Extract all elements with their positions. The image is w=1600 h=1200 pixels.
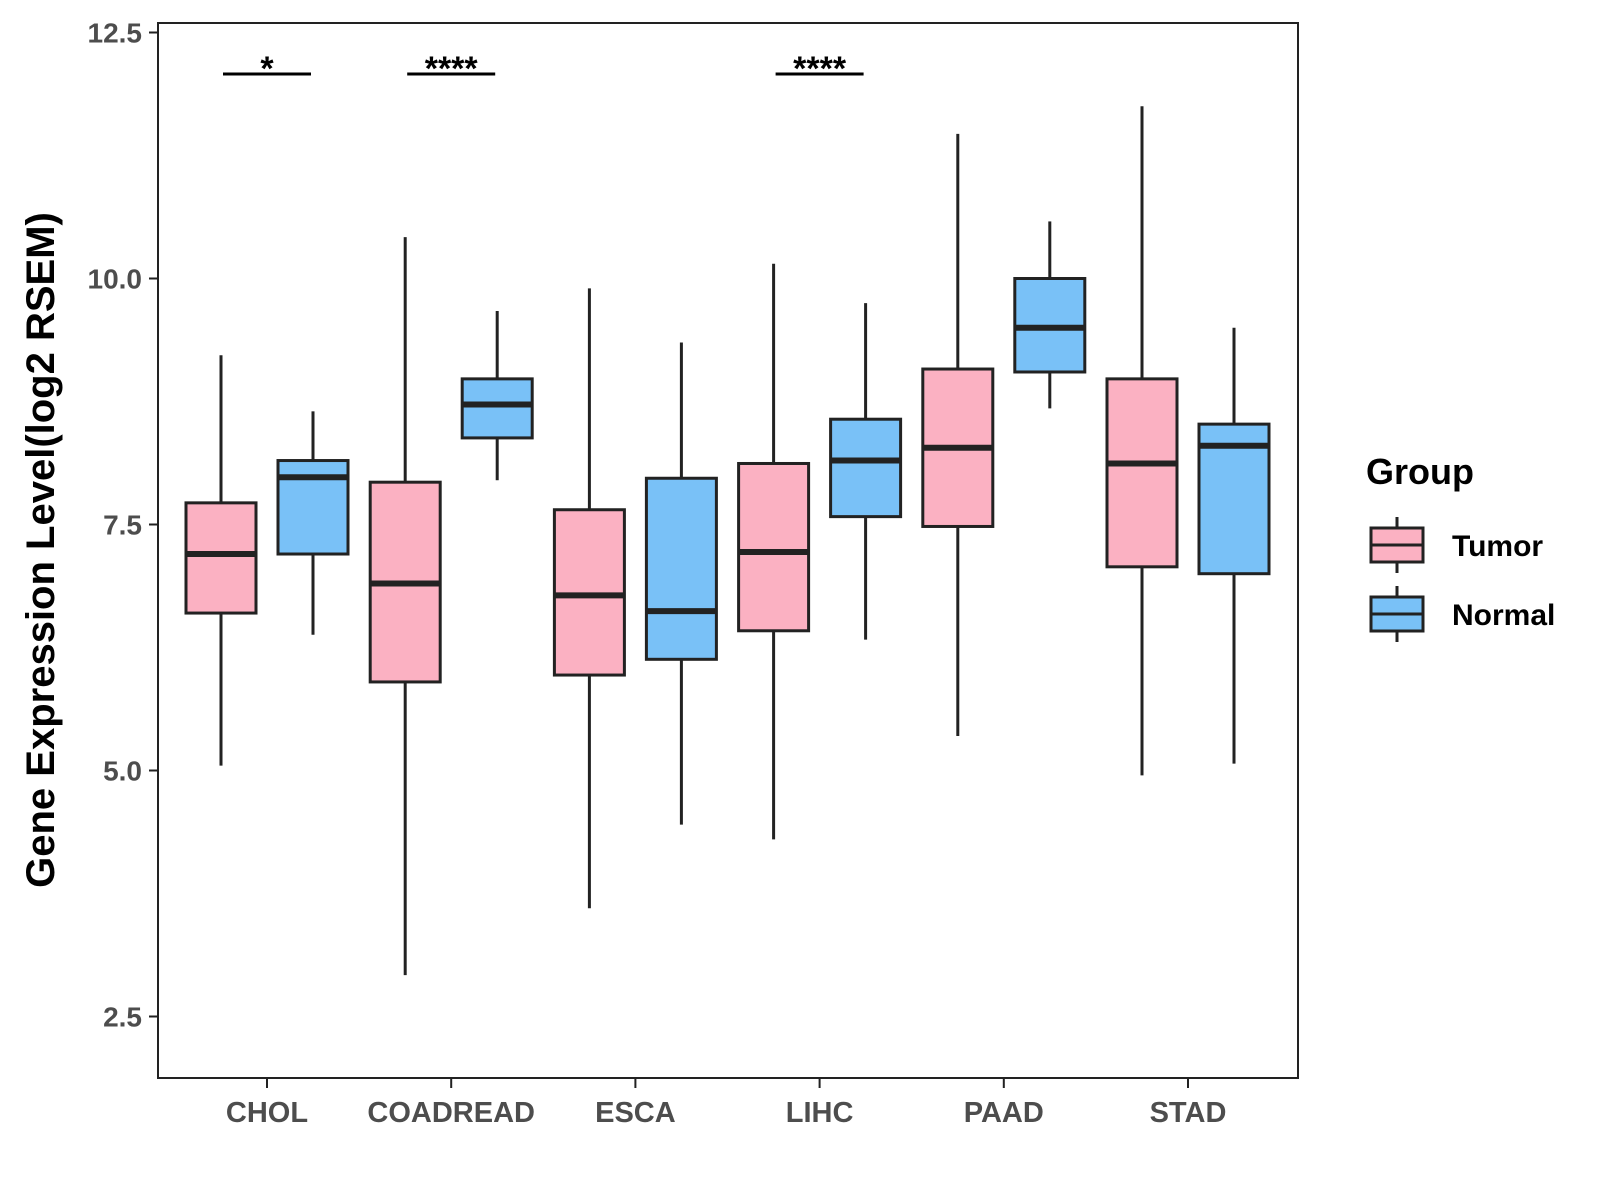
box-normal-paad	[1013, 221, 1087, 409]
x-tick-label: PAAD	[964, 1097, 1044, 1129]
box-normal-chol	[276, 411, 350, 635]
y-tick-label: 10.0	[88, 264, 143, 295]
box-iqr	[1197, 422, 1271, 576]
legend-item-normal: Normal	[1369, 586, 1555, 642]
x-tick-label: STAD	[1150, 1097, 1227, 1129]
box-tumor-lihc	[737, 263, 811, 840]
box-tumor-paad	[921, 133, 995, 737]
box-iqr	[460, 377, 534, 440]
box-tumor-chol	[184, 355, 258, 766]
box-iqr	[644, 476, 718, 661]
legend-title: Group	[1366, 451, 1474, 492]
legend: Group Tumor Normal	[1366, 451, 1555, 642]
boxes	[184, 106, 1271, 976]
x-tick-label: ESCA	[595, 1097, 676, 1129]
box-tumor-stad	[1105, 106, 1179, 776]
box-normal-lihc	[829, 303, 903, 640]
y-axis-title: Gene Expression Level(log2 RSEM)	[19, 212, 63, 888]
y-tick-label: 2.5	[103, 1002, 142, 1033]
significance-label: *	[260, 50, 274, 88]
x-tick-label: COADREAD	[367, 1097, 535, 1129]
box-normal-esca	[644, 342, 718, 825]
y-tick-label: 5.0	[103, 756, 142, 787]
significance-annotations: * **** ****	[223, 50, 864, 88]
x-axis: CHOL COADREAD ESCA LIHC PAAD STAD	[226, 1078, 1226, 1129]
box-iqr	[184, 501, 258, 615]
box-iqr	[737, 461, 811, 633]
box-iqr	[1105, 377, 1179, 569]
box-normal-coadread	[460, 310, 534, 481]
y-tick-label: 7.5	[103, 510, 142, 541]
y-axis: 2.5 5.0 7.5 10.0 12.5	[88, 18, 158, 1033]
box-iqr	[829, 417, 903, 519]
y-tick-label: 12.5	[88, 18, 143, 49]
significance-label: ****	[425, 50, 479, 88]
box-tumor-esca	[552, 288, 626, 909]
legend-item-tumor: Tumor	[1369, 517, 1543, 573]
legend-label: Normal	[1452, 599, 1555, 632]
significance-label: ****	[793, 50, 847, 88]
x-tick-label: LIHC	[786, 1097, 854, 1129]
x-tick-label: CHOL	[226, 1097, 308, 1129]
box-tumor-coadread	[368, 237, 442, 976]
legend-label: Tumor	[1452, 530, 1543, 563]
box-normal-stad	[1197, 327, 1271, 764]
